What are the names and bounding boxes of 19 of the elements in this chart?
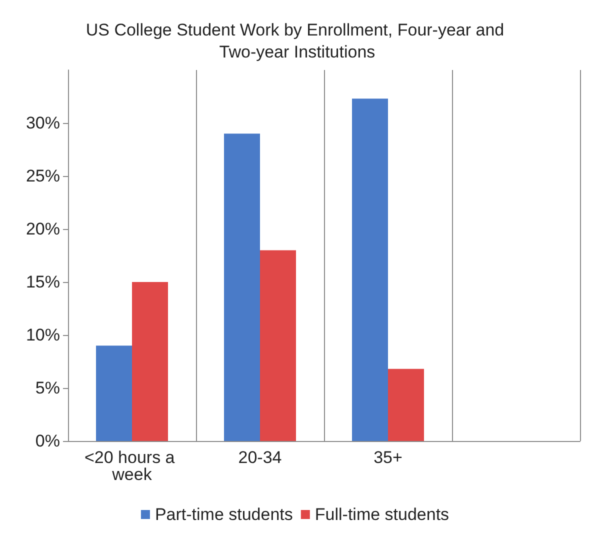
y-tick-label: 15% — [26, 272, 60, 292]
bar — [224, 134, 260, 441]
y-tick-label: 30% — [26, 114, 60, 132]
y-tick-label: 25% — [26, 166, 60, 186]
legend-label: Part-time students — [154, 505, 293, 524]
y-tick-label: 0% — [35, 432, 60, 450]
bar — [132, 282, 168, 441]
y-tick-label: 20% — [26, 220, 60, 238]
bar — [352, 98, 388, 441]
bar — [388, 368, 424, 441]
chart-title: US College Student Work by Enrollment, Four-year and Two-year Institutions — [86, 20, 504, 62]
x-tick-label: <20 hours a week — [84, 448, 180, 484]
x-tick-label: 35+ — [374, 448, 402, 467]
x-tick-label: 20-34 — [238, 448, 282, 467]
bar — [260, 250, 296, 441]
bar — [96, 346, 132, 441]
y-tick-label: 10% — [26, 326, 60, 344]
legend-label: Full-time students — [314, 505, 450, 524]
y-tick-label: 5% — [35, 378, 60, 398]
